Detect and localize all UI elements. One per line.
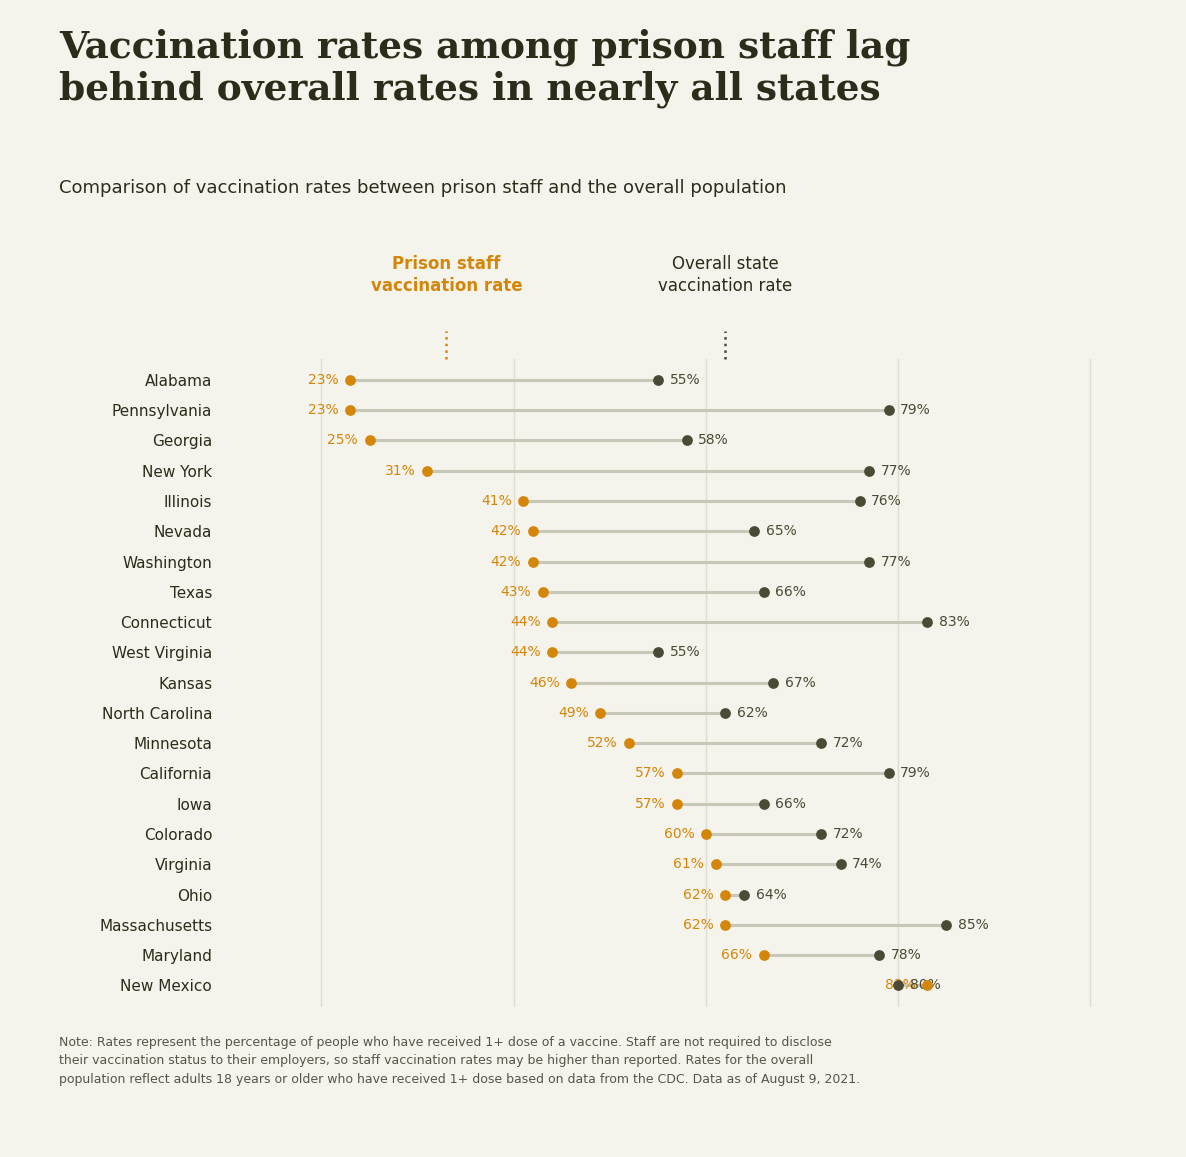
Point [754,795,773,813]
Text: 66%: 66% [721,948,752,963]
Point [918,977,937,995]
Point [340,370,359,389]
Text: 31%: 31% [385,464,415,478]
Text: 72%: 72% [833,736,863,750]
Text: 66%: 66% [776,797,806,811]
Point [715,703,734,722]
Text: Note: Rates represent the percentage of people who have received 1+ dose of a va: Note: Rates represent the percentage of … [59,1036,860,1085]
Point [735,885,754,904]
Point [677,432,696,450]
Point [543,643,562,662]
Point [696,825,715,843]
Point [514,492,533,510]
Text: 78%: 78% [891,948,922,963]
Point [533,582,551,600]
Point [591,703,610,722]
Text: 44%: 44% [510,646,541,659]
Point [754,582,773,600]
Text: 25%: 25% [327,434,358,448]
Point [340,400,359,419]
Point [812,825,831,843]
Point [361,432,380,450]
Text: 85%: 85% [958,918,989,931]
Text: 23%: 23% [308,373,339,386]
Text: 65%: 65% [766,524,796,538]
Text: 77%: 77% [881,464,912,478]
Point [649,643,668,662]
Text: 61%: 61% [674,857,704,871]
Text: 44%: 44% [510,616,541,629]
Point [562,673,581,692]
Point [619,734,638,752]
Text: 79%: 79% [900,403,931,418]
Point [649,370,668,389]
Text: 49%: 49% [557,706,588,720]
Text: 46%: 46% [529,676,560,690]
Text: 77%: 77% [881,554,912,568]
Point [668,795,687,813]
Point [812,734,831,752]
Point [754,946,773,965]
Text: 62%: 62% [683,918,714,931]
Point [879,765,898,783]
Text: 52%: 52% [587,736,618,750]
Text: 57%: 57% [635,797,665,811]
Text: Prison staff
vaccination rate: Prison staff vaccination rate [370,255,522,295]
Text: 55%: 55% [669,646,700,659]
Text: 83%: 83% [938,616,969,629]
Point [937,915,956,934]
Point [918,613,937,632]
Point [706,855,725,874]
Text: 66%: 66% [776,584,806,599]
Text: 72%: 72% [833,827,863,841]
Text: Comparison of vaccination rates between prison staff and the overall population: Comparison of vaccination rates between … [59,179,786,198]
Point [523,552,542,570]
Point [764,673,783,692]
Point [831,855,850,874]
Text: 58%: 58% [699,434,729,448]
Text: 83%: 83% [885,979,916,993]
Text: 41%: 41% [482,494,512,508]
Point [879,400,898,419]
Point [668,765,687,783]
Point [523,522,542,540]
Point [543,613,562,632]
Point [888,977,907,995]
Point [417,462,436,480]
Point [745,522,764,540]
Text: 55%: 55% [669,373,700,386]
Point [715,915,734,934]
Text: 60%: 60% [664,827,695,841]
Text: 42%: 42% [491,524,522,538]
Text: 80%: 80% [910,979,940,993]
Text: 57%: 57% [635,766,665,781]
Text: 76%: 76% [872,494,903,508]
Text: 23%: 23% [308,403,339,418]
Text: 74%: 74% [852,857,882,871]
Point [869,946,888,965]
Point [860,552,879,570]
Text: 62%: 62% [683,887,714,901]
Point [715,885,734,904]
Text: 43%: 43% [500,584,531,599]
Text: 64%: 64% [755,887,786,901]
Point [860,462,879,480]
Point [850,492,869,510]
Text: 67%: 67% [785,676,816,690]
Text: Vaccination rates among prison staff lag
behind overall rates in nearly all stat: Vaccination rates among prison staff lag… [59,29,911,109]
Text: 62%: 62% [737,706,767,720]
Text: Overall state
vaccination rate: Overall state vaccination rate [658,255,792,295]
Text: 79%: 79% [900,766,931,781]
Text: 42%: 42% [491,554,522,568]
